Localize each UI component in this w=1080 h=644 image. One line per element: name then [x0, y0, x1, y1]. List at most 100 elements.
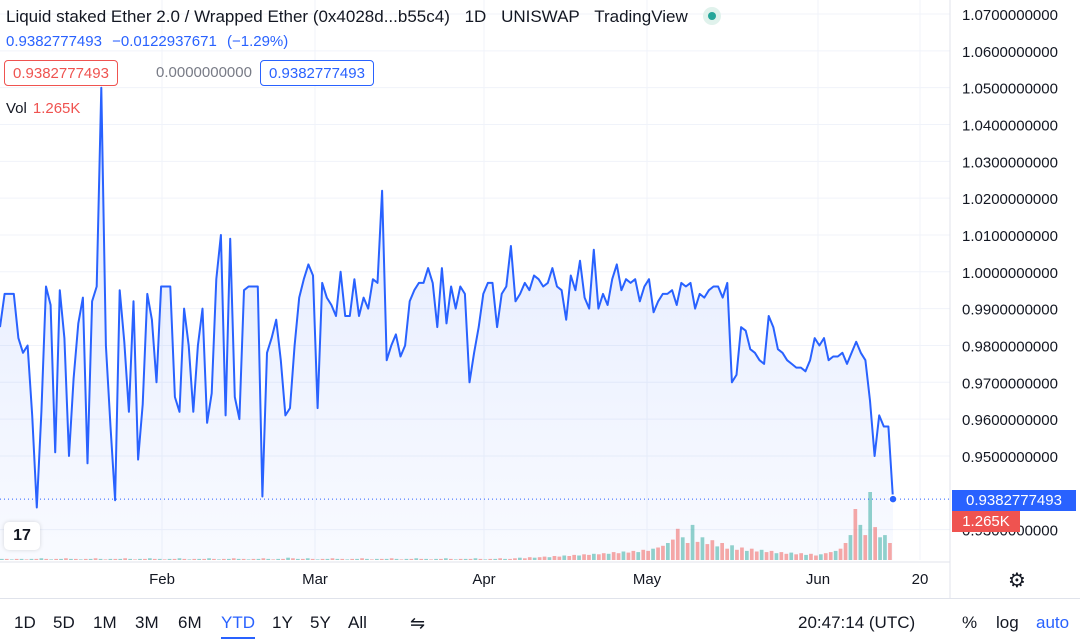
time-tick-label: May	[633, 571, 662, 588]
percent-toggle[interactable]: %	[962, 613, 978, 632]
volume-bar	[463, 558, 468, 560]
volume-bar	[419, 558, 424, 560]
volume-bar	[310, 558, 315, 560]
market-status-icon	[702, 6, 721, 25]
range-all-button[interactable]: All	[348, 613, 367, 632]
buy-button[interactable]: 0.9382777493	[260, 60, 374, 86]
volume-bar	[291, 558, 295, 560]
volume-bar	[745, 550, 749, 560]
volume-bar	[409, 558, 414, 560]
volume-bar	[754, 551, 759, 560]
volume-bar	[74, 558, 78, 560]
volume-bar	[838, 548, 843, 560]
price-tick-label: 1.0400000000	[962, 117, 1058, 134]
volume-bar	[325, 558, 330, 560]
price-tick-label: 0.9900000000	[962, 302, 1058, 319]
range-5d-button[interactable]: 5D	[53, 613, 75, 632]
volume-bar	[301, 558, 305, 560]
volume-bar	[552, 556, 557, 560]
volume-bar	[774, 553, 779, 560]
volume-bar	[444, 558, 448, 560]
volume-bar	[360, 558, 364, 560]
volume-bar	[434, 558, 438, 560]
symbol-title[interactable]: Liquid staked Ether 2.0 / Wrapped Ether …	[6, 7, 450, 26]
auto-toggle[interactable]: auto	[1036, 613, 1070, 632]
range-ytd-button[interactable]: YTD	[221, 613, 255, 639]
volume-bar	[182, 558, 187, 560]
volume-bar	[172, 558, 177, 560]
volume-bar	[439, 558, 443, 560]
volume-bar	[764, 552, 769, 560]
volume-bar	[483, 559, 488, 560]
time-tick-label: Feb	[149, 571, 175, 588]
price-tick-label: 0.9500000000	[962, 449, 1058, 466]
volume-bar	[0, 558, 4, 560]
quote-line: 0.9382777493 −0.0122937671 (−1.29%)	[6, 33, 294, 50]
volume-bar	[513, 558, 517, 560]
volume-bar	[503, 558, 507, 560]
date-range-icon[interactable]: ⇋	[410, 613, 426, 633]
volume-bar	[843, 543, 848, 560]
volume-bar	[19, 558, 24, 560]
range-1m-button[interactable]: 1M	[93, 613, 117, 632]
bottom-toolbar: 1D 5D 1M 3M 6M YTD 1Y 5Y All ⇋ 20:47:14 …	[0, 598, 1080, 644]
volume-bar	[384, 558, 389, 560]
volume-bar	[878, 537, 882, 560]
volume-bar	[138, 558, 142, 560]
volume-bar	[330, 558, 335, 560]
volume-bar	[809, 553, 813, 560]
clock[interactable]: 20:47:14 (UTC)	[798, 613, 916, 632]
volume-bar	[597, 554, 601, 560]
volume-bar	[498, 558, 502, 560]
volume-bar	[281, 558, 285, 560]
volume-bar	[636, 552, 641, 560]
volume-bar	[646, 550, 650, 560]
volume-bar	[340, 558, 345, 560]
volume-bar	[88, 558, 93, 560]
volume-bar	[355, 558, 359, 560]
volume-bar	[217, 559, 221, 560]
interval-label[interactable]: 1D	[464, 7, 487, 26]
volume-bar	[789, 552, 794, 560]
volume-bar	[671, 539, 675, 560]
volume-value: 1.265K	[32, 100, 81, 117]
volume-bar	[236, 558, 241, 560]
volume-bar	[266, 558, 271, 560]
range-6m-button[interactable]: 6M	[178, 613, 202, 632]
volume-bar	[14, 558, 19, 560]
volume-bar	[271, 559, 276, 560]
volume-bar	[542, 556, 547, 560]
volume-bar	[64, 558, 68, 560]
range-1y-button[interactable]: 1Y	[272, 613, 293, 632]
volume-bar	[108, 558, 113, 560]
volume-bar	[335, 558, 340, 560]
volume-bar	[527, 557, 532, 560]
tradingview-logo-icon[interactable]: 17	[4, 522, 40, 550]
volume-bar	[24, 559, 29, 560]
volume-bar	[157, 558, 162, 560]
volume-bar	[769, 550, 774, 560]
volume-bar	[567, 556, 572, 560]
volume-bar	[44, 558, 49, 560]
volume-bar	[626, 552, 631, 560]
price-chart[interactable]: 1.0700000000 1.0600000000 1.0500000000 1.04…	[0, 0, 1080, 598]
price-tick-label: 1.0700000000	[962, 7, 1058, 24]
range-3m-button[interactable]: 3M	[135, 613, 159, 632]
gear-icon[interactable]: ⚙	[1008, 570, 1026, 592]
sell-button[interactable]: 0.9382777493	[4, 60, 118, 86]
range-5y-button[interactable]: 5Y	[310, 613, 331, 632]
price-tick-label: 1.0500000000	[962, 81, 1058, 98]
volume-bar	[784, 553, 789, 560]
volume-bar	[562, 555, 567, 560]
volume-bar	[59, 558, 63, 560]
volume-bar	[740, 547, 744, 560]
volume-bar	[305, 558, 310, 560]
log-toggle[interactable]: log	[996, 613, 1019, 632]
volume-bar	[468, 558, 473, 560]
volume-bar	[572, 554, 576, 560]
volume-bar	[197, 558, 201, 560]
range-1d-button[interactable]: 1D	[14, 613, 36, 632]
price-tick-label: 1.0100000000	[962, 228, 1058, 245]
volume-bar	[231, 558, 236, 560]
volume-bar	[888, 543, 892, 560]
